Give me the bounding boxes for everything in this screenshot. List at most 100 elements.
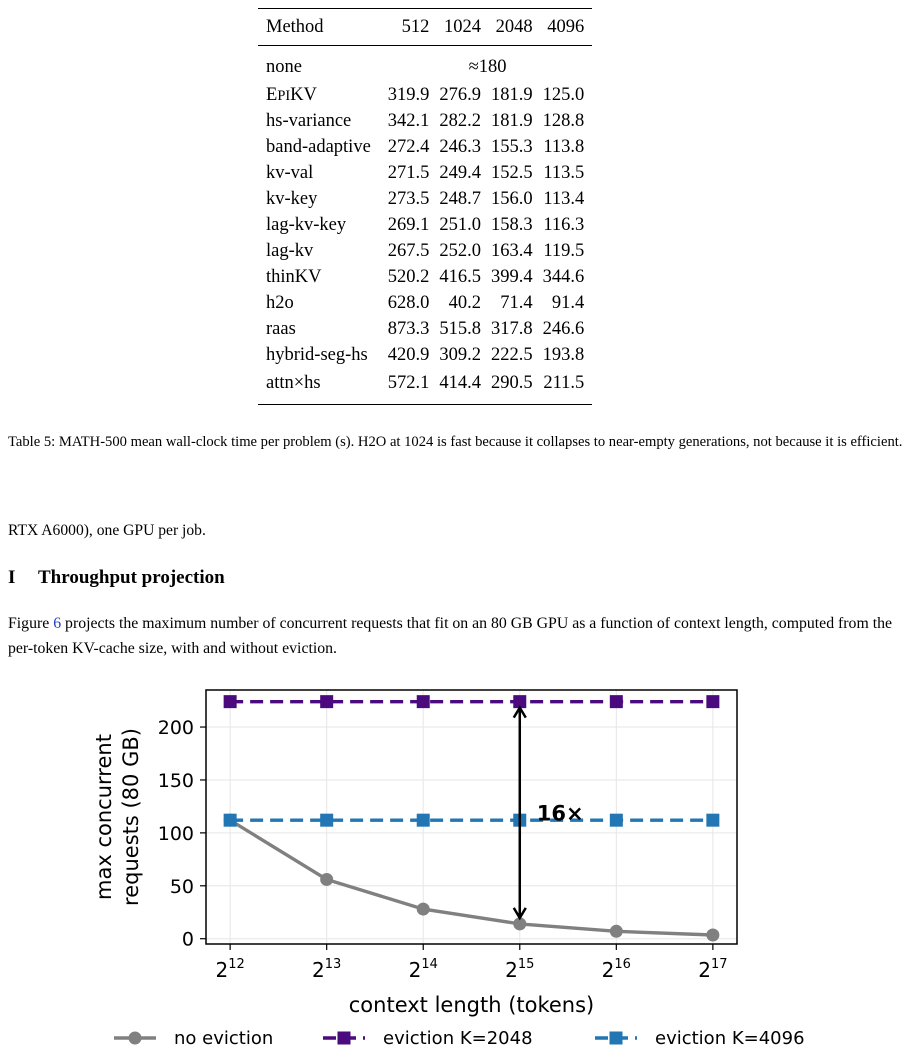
- value-cell: 193.8: [542, 344, 585, 365]
- y-axis-label: max concurrent: [92, 734, 116, 900]
- value-cell: 282.2: [439, 110, 482, 131]
- value-cell: 319.9: [387, 84, 430, 105]
- value-cell: 252.0: [439, 240, 482, 261]
- value-cell: 272.4: [387, 136, 430, 157]
- table-row: band-adaptive 272.4 246.3 155.3 113.8: [258, 134, 592, 160]
- table-row: kv-val 271.5 249.4 152.5 113.5: [258, 160, 592, 186]
- value-cell: 113.8: [543, 136, 585, 157]
- value-cell: 249.4: [439, 162, 482, 183]
- x-axis-label: context length (tokens): [349, 993, 595, 1017]
- header-method: Method: [266, 16, 324, 37]
- value-cell: 342.1: [387, 110, 430, 131]
- method-cell: attn×hs: [266, 372, 321, 393]
- value-cell: 248.7: [439, 188, 482, 209]
- value-cell: 222.5: [491, 344, 533, 365]
- value-cell: 414.4: [439, 372, 482, 393]
- value-cell: 156.0: [491, 188, 533, 209]
- table-row: h2o 628.0 40.2 71.4 91.4: [258, 290, 592, 316]
- data-point: [320, 813, 334, 827]
- table-row: none ≈180: [258, 46, 592, 83]
- data-point: [513, 917, 527, 931]
- value-cell: 344.6: [542, 266, 585, 287]
- table-row: hybrid-seg-hs 420.9 309.2 222.5 193.8: [258, 342, 592, 368]
- value-cell: 317.8: [491, 318, 533, 339]
- x-tick-label: 212: [215, 957, 244, 982]
- value-cell: 520.2: [387, 266, 430, 287]
- table-row: kv-key 273.5 248.7 156.0 113.4: [258, 186, 592, 212]
- y-tick-label: 200: [158, 717, 194, 739]
- paragraph-text-end: projects the maximum number of concurren…: [8, 615, 892, 657]
- value-cell: 125.0: [542, 84, 585, 105]
- value-cell: 271.5: [387, 162, 430, 183]
- method-cell: thinKV: [266, 266, 322, 287]
- value-cell: 152.5: [491, 162, 533, 183]
- paragraph-text-start: Figure: [8, 615, 54, 632]
- body-text-line: RTX A6000), one GPU per job.: [8, 522, 206, 539]
- method-cell: lag-kv-key: [266, 214, 347, 235]
- value-cell: 211.5: [543, 372, 585, 393]
- method-cell: raas: [266, 318, 296, 339]
- value-cell: 40.2: [448, 292, 482, 313]
- value-cell: 246.3: [439, 136, 482, 157]
- value-cell: 246.6: [542, 318, 585, 339]
- value-cell: 163.4: [491, 240, 533, 261]
- data-point: [416, 902, 430, 916]
- data-point: [513, 695, 527, 709]
- value-cell: 158.3: [491, 214, 533, 235]
- annotation-arrowhead-top: [512, 705, 527, 719]
- value-cell: 71.4: [500, 292, 533, 313]
- series-line-0: [229, 818, 713, 937]
- x-tick-label: 216: [602, 957, 631, 982]
- value-cell: 309.2: [439, 344, 482, 365]
- method-cell: kv-val: [266, 162, 314, 183]
- value-cell: 873.3: [387, 318, 430, 339]
- header-2048: 2048: [495, 16, 533, 37]
- throughput-figure: 0 50 100 150 200 212 213 214 215 216 217 context le…: [0, 680, 921, 1058]
- value-cell: 276.9: [439, 84, 482, 105]
- x-tick-label: 215: [505, 957, 534, 982]
- method-cell: h2o: [266, 292, 294, 313]
- annotation-label: 16×: [537, 802, 584, 826]
- table-row: raas 873.3 515.8 317.8 246.6: [258, 316, 592, 342]
- value-cell: 269.1: [387, 214, 430, 235]
- value-cell: 113.5: [543, 162, 585, 183]
- data-point: [609, 813, 623, 827]
- plot-frame: [205, 689, 738, 945]
- value-cell: 420.9: [387, 344, 430, 365]
- value-cell: 273.5: [387, 188, 430, 209]
- data-point: [706, 813, 720, 827]
- legend-label: eviction K=2048: [383, 1028, 533, 1049]
- method-cell: hybrid-seg-hs: [266, 344, 368, 365]
- figure-reference-link[interactable]: 6: [53, 615, 62, 632]
- legend-marker: [609, 1031, 623, 1045]
- header-512: 512: [401, 16, 430, 37]
- method-cell: kv-key: [266, 188, 318, 209]
- y-tick-label: 0: [182, 929, 194, 951]
- value-cell: 628.0: [387, 292, 430, 313]
- method-cell: hs-variance: [266, 110, 352, 131]
- data-point: [223, 813, 237, 827]
- legend-label: eviction K=4096: [655, 1028, 805, 1049]
- x-tick-label: 217: [698, 957, 727, 982]
- value-cell: 113.4: [543, 188, 585, 209]
- value-cell: 416.5: [439, 266, 482, 287]
- value-cell: 290.5: [491, 372, 533, 393]
- method-cell: EPIKV: [266, 84, 317, 105]
- method-cell: band-adaptive: [266, 136, 371, 157]
- y-axis-label: requests (80 GB): [119, 728, 143, 906]
- y-tick-label: 100: [158, 823, 194, 845]
- x-tick-label: 214: [409, 957, 438, 982]
- method-cell: lag-kv: [266, 240, 314, 261]
- table-row: hs-variance 342.1 282.2 181.9 128.8: [258, 108, 592, 134]
- table-row: attn×hs 572.1 414.4 290.5 211.5: [258, 368, 592, 405]
- table-row: EPIKV 319.9 276.9 181.9 125.0: [258, 82, 592, 108]
- value-cell: 572.1: [387, 372, 430, 393]
- value-cell: 181.9: [491, 84, 533, 105]
- header-4096: 4096: [547, 16, 585, 37]
- y-tick-label: 50: [170, 876, 194, 898]
- throughput-chart: 0 50 100 150 200 212 213 214 215 216 217 context le…: [92, 689, 805, 1049]
- value-cell: 128.8: [542, 110, 585, 131]
- data-point: [706, 695, 720, 709]
- table-header-row: Method 512 1024 2048 4096: [258, 8, 593, 46]
- table-caption: Table 5: MATH-500 mean wall-clock time p…: [8, 434, 903, 450]
